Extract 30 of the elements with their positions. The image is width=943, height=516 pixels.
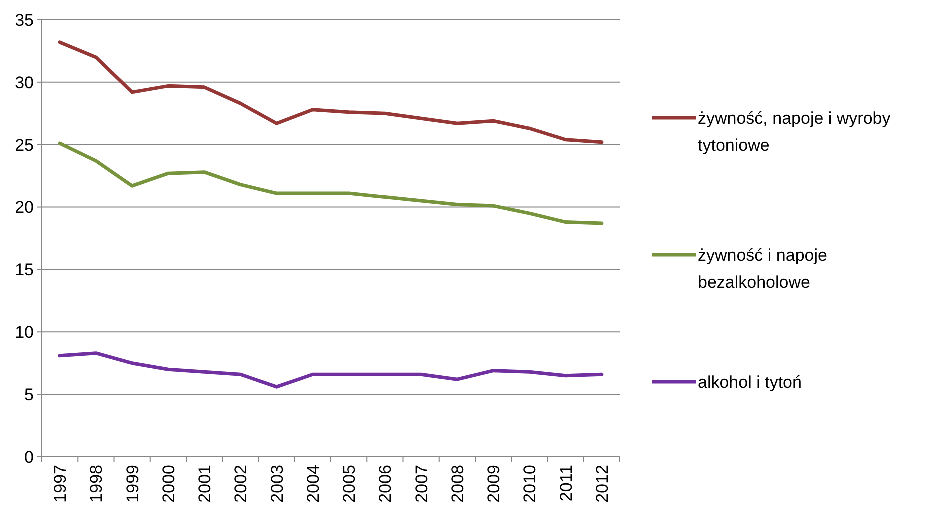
x-tick-label: 2002: [232, 465, 251, 503]
y-tick-label: 20: [15, 198, 34, 218]
x-tick-label: 2006: [376, 465, 396, 503]
y-tick-label: 30: [15, 73, 34, 92]
x-tick-label: 2005: [340, 465, 360, 503]
y-tick-label: 15: [15, 260, 34, 280]
x-tick-label: 2009: [484, 465, 504, 503]
y-tick-label: 35: [15, 10, 34, 30]
legend-label: alkohol i tytoń: [698, 372, 802, 392]
x-tick-label: 1997: [51, 465, 70, 503]
x-tick-label: 2010: [520, 465, 540, 503]
legend-label: żywność i napoje bezalkoholowe: [698, 246, 828, 292]
line-series: [58, 40, 604, 144]
x-tick-label: 2008: [448, 465, 468, 503]
x-tick-label: 2011: [556, 465, 576, 502]
x-tick-label: 2000: [159, 465, 178, 503]
x-tick-label: 1998: [87, 465, 106, 503]
x-tick-label: 2007: [412, 465, 432, 503]
x-tick-label: 2001: [196, 465, 215, 503]
x-tick-label: 2003: [268, 465, 287, 503]
y-tick-label: 10: [15, 323, 34, 342]
x-tick-label: 2012: [592, 465, 612, 503]
legend-label: żywność, napoje i wyroby tytoniowe: [698, 108, 892, 155]
y-tick-label: 25: [15, 136, 34, 155]
x-tick-label: 1999: [123, 465, 142, 503]
line-series: [58, 352, 604, 389]
line-series: [58, 142, 604, 226]
y-tick-label: 5: [24, 386, 34, 405]
x-tick-label: 2004: [304, 465, 323, 503]
y-tick-label: 0: [24, 448, 34, 467]
